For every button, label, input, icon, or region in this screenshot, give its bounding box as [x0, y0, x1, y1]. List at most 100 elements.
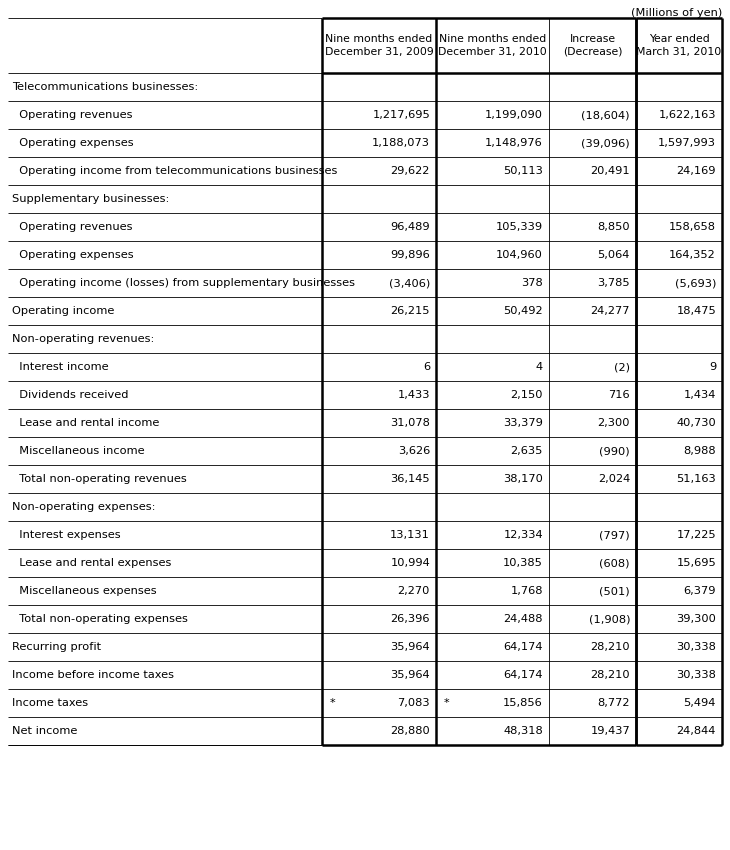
Text: 1,768: 1,768: [510, 586, 543, 596]
Text: (Millions of yen): (Millions of yen): [631, 8, 722, 18]
Text: Nine months ended
December 31, 2010: Nine months ended December 31, 2010: [438, 34, 547, 57]
Text: Total non-operating expenses: Total non-operating expenses: [12, 614, 188, 624]
Text: 28,880: 28,880: [391, 726, 430, 736]
Text: 35,964: 35,964: [391, 670, 430, 680]
Text: 3,626: 3,626: [398, 446, 430, 456]
Text: Telecommunications businesses:: Telecommunications businesses:: [12, 82, 199, 92]
Text: 8,772: 8,772: [597, 698, 630, 708]
Text: Operating revenues: Operating revenues: [12, 110, 133, 120]
Text: (5,693): (5,693): [675, 278, 716, 288]
Text: Interest expenses: Interest expenses: [12, 530, 120, 540]
Text: 5,494: 5,494: [683, 698, 716, 708]
Text: 3,785: 3,785: [597, 278, 630, 288]
Text: 64,174: 64,174: [504, 670, 543, 680]
Text: (990): (990): [599, 446, 630, 456]
Text: 26,215: 26,215: [391, 306, 430, 316]
Text: 30,338: 30,338: [676, 642, 716, 652]
Text: 30,338: 30,338: [676, 670, 716, 680]
Text: 1,217,695: 1,217,695: [372, 110, 430, 120]
Text: (608): (608): [599, 558, 630, 568]
Text: 4: 4: [536, 362, 543, 372]
Text: (39,096): (39,096): [581, 138, 630, 148]
Text: Operating revenues: Operating revenues: [12, 222, 133, 232]
Text: 10,385: 10,385: [503, 558, 543, 568]
Text: 35,964: 35,964: [391, 642, 430, 652]
Text: 99,896: 99,896: [391, 250, 430, 260]
Text: Interest income: Interest income: [12, 362, 109, 372]
Text: 17,225: 17,225: [677, 530, 716, 540]
Text: 36,145: 36,145: [391, 474, 430, 484]
Text: Lease and rental income: Lease and rental income: [12, 418, 159, 428]
Text: 158,658: 158,658: [669, 222, 716, 232]
Text: 24,169: 24,169: [677, 166, 716, 176]
Text: 2,024: 2,024: [598, 474, 630, 484]
Text: Operating income: Operating income: [12, 306, 115, 316]
Text: 13,131: 13,131: [390, 530, 430, 540]
Text: (501): (501): [599, 586, 630, 596]
Text: 378: 378: [521, 278, 543, 288]
Text: 2,150: 2,150: [510, 390, 543, 400]
Text: 164,352: 164,352: [669, 250, 716, 260]
Text: 24,277: 24,277: [591, 306, 630, 316]
Text: 1,148,976: 1,148,976: [485, 138, 543, 148]
Text: 2,270: 2,270: [398, 586, 430, 596]
Text: 39,300: 39,300: [676, 614, 716, 624]
Text: Non-operating expenses:: Non-operating expenses:: [12, 502, 155, 512]
Text: 716: 716: [608, 390, 630, 400]
Text: Recurring profit: Recurring profit: [12, 642, 101, 652]
Text: (797): (797): [599, 530, 630, 540]
Text: Dividends received: Dividends received: [12, 390, 128, 400]
Text: *: *: [330, 698, 336, 708]
Text: 31,078: 31,078: [390, 418, 430, 428]
Text: 1,188,073: 1,188,073: [372, 138, 430, 148]
Text: Operating income from telecommunications businesses: Operating income from telecommunications…: [12, 166, 337, 176]
Text: 96,489: 96,489: [391, 222, 430, 232]
Text: 15,695: 15,695: [676, 558, 716, 568]
Text: Total non-operating revenues: Total non-operating revenues: [12, 474, 187, 484]
Text: Net income: Net income: [12, 726, 77, 736]
Text: 50,492: 50,492: [504, 306, 543, 316]
Text: 105,339: 105,339: [496, 222, 543, 232]
Text: Income before income taxes: Income before income taxes: [12, 670, 174, 680]
Text: 10,994: 10,994: [391, 558, 430, 568]
Text: 48,318: 48,318: [503, 726, 543, 736]
Text: 7,083: 7,083: [397, 698, 430, 708]
Text: 20,491: 20,491: [591, 166, 630, 176]
Text: 5,064: 5,064: [598, 250, 630, 260]
Text: Income taxes: Income taxes: [12, 698, 88, 708]
Text: Miscellaneous income: Miscellaneous income: [12, 446, 145, 456]
Text: 9: 9: [709, 362, 716, 372]
Text: Miscellaneous expenses: Miscellaneous expenses: [12, 586, 157, 596]
Text: 51,163: 51,163: [676, 474, 716, 484]
Text: Non-operating revenues:: Non-operating revenues:: [12, 334, 154, 344]
Text: (18,604): (18,604): [582, 110, 630, 120]
Text: 33,379: 33,379: [503, 418, 543, 428]
Text: (2): (2): [614, 362, 630, 372]
Text: 1,597,993: 1,597,993: [658, 138, 716, 148]
Text: Operating expenses: Operating expenses: [12, 250, 134, 260]
Text: 1,433: 1,433: [398, 390, 430, 400]
Text: Increase
(Decrease): Increase (Decrease): [563, 34, 622, 57]
Text: Supplementary businesses:: Supplementary businesses:: [12, 194, 169, 204]
Text: 2,635: 2,635: [510, 446, 543, 456]
Text: Lease and rental expenses: Lease and rental expenses: [12, 558, 172, 568]
Text: 50,113: 50,113: [503, 166, 543, 176]
Text: 1,434: 1,434: [683, 390, 716, 400]
Text: 19,437: 19,437: [591, 726, 630, 736]
Text: 40,730: 40,730: [676, 418, 716, 428]
Text: 64,174: 64,174: [504, 642, 543, 652]
Text: (1,908): (1,908): [588, 614, 630, 624]
Text: 15,856: 15,856: [503, 698, 543, 708]
Text: 6: 6: [423, 362, 430, 372]
Text: 29,622: 29,622: [391, 166, 430, 176]
Text: 12,334: 12,334: [504, 530, 543, 540]
Text: Nine months ended
December 31, 2009: Nine months ended December 31, 2009: [325, 34, 434, 57]
Text: (3,406): (3,406): [389, 278, 430, 288]
Text: 1,199,090: 1,199,090: [485, 110, 543, 120]
Text: 18,475: 18,475: [676, 306, 716, 316]
Text: 8,850: 8,850: [597, 222, 630, 232]
Text: 104,960: 104,960: [496, 250, 543, 260]
Text: Year ended
March 31, 2010: Year ended March 31, 2010: [637, 34, 722, 57]
Text: 24,488: 24,488: [504, 614, 543, 624]
Text: 28,210: 28,210: [591, 642, 630, 652]
